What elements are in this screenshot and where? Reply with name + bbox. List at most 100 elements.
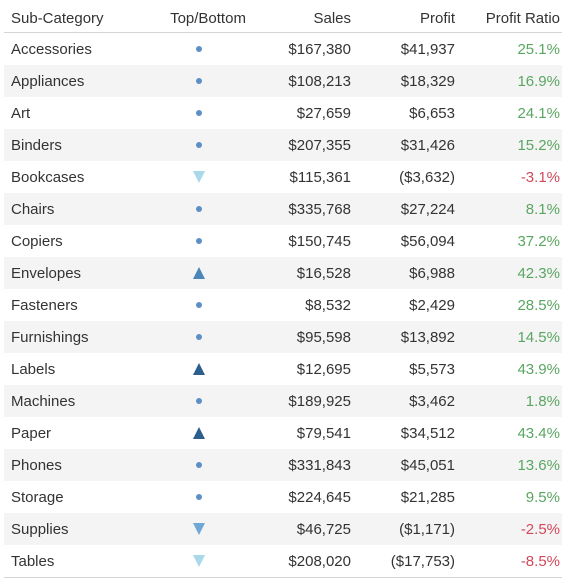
sales-cell: $335,768 bbox=[288, 200, 351, 218]
subcategory-cell: Art bbox=[11, 104, 31, 122]
table-row[interactable]: Phones $331,843 $45,051 13.6% bbox=[4, 449, 562, 481]
dot-icon bbox=[196, 302, 202, 308]
table-row[interactable]: Fasteners $8,532 $2,429 28.5% bbox=[4, 289, 562, 321]
topbottom-cell bbox=[149, 142, 249, 148]
table-row[interactable]: Accessories $167,380 $41,937 25.1% bbox=[4, 33, 562, 65]
profit-cell: $6,988 bbox=[409, 264, 455, 282]
dot-icon bbox=[196, 398, 202, 404]
triangle-up-mid-icon bbox=[193, 267, 205, 279]
table-row[interactable]: Art $27,659 $6,653 24.1% bbox=[4, 97, 562, 129]
topbottom-cell bbox=[149, 110, 249, 116]
subcategory-cell: Supplies bbox=[11, 520, 69, 538]
subcategory-cell: Furnishings bbox=[11, 328, 89, 346]
profit-ratio-cell: 43.4% bbox=[517, 424, 560, 442]
sales-cell: $46,725 bbox=[296, 520, 351, 538]
profit-ratio-cell: 16.9% bbox=[517, 72, 560, 90]
subcategory-cell: Storage bbox=[11, 488, 64, 506]
subcategory-cell: Tables bbox=[11, 552, 55, 570]
subcategory-cell: Paper bbox=[11, 424, 52, 442]
table-row[interactable]: Chairs $335,768 $27,224 8.1% bbox=[4, 193, 562, 225]
triangle-down-light-icon bbox=[193, 555, 205, 567]
table-row[interactable]: Copiers $150,745 $56,094 37.2% bbox=[4, 225, 562, 257]
sales-cell: $115,361 bbox=[289, 168, 351, 186]
dot-icon bbox=[196, 462, 202, 468]
topbottom-cell bbox=[149, 238, 249, 244]
profit-ratio-cell: -2.5% bbox=[520, 520, 560, 538]
dot-icon bbox=[196, 238, 202, 244]
header-subcategory[interactable]: Sub-Category bbox=[11, 10, 104, 27]
table-row[interactable]: Supplies $46,725 ($1,171) -2.5% bbox=[4, 513, 562, 545]
subcategory-cell: Envelopes bbox=[11, 264, 82, 282]
profit-cell: $56,094 bbox=[400, 232, 455, 250]
profit-cell: $34,512 bbox=[400, 424, 455, 442]
sales-cell: $207,355 bbox=[288, 136, 351, 154]
table-row[interactable]: Storage $224,645 $21,285 9.5% bbox=[4, 481, 562, 513]
table-header: Sub-Category Top/Bottom Sales Profit Pro… bbox=[4, 0, 562, 33]
subcategory-cell: Chairs bbox=[11, 200, 55, 218]
subcategory-cell: Appliances bbox=[11, 72, 85, 90]
table-row[interactable]: Machines $189,925 $3,462 1.8% bbox=[4, 385, 562, 417]
profit-ratio-cell: 42.3% bbox=[517, 264, 560, 282]
profit-ratio-cell: 9.5% bbox=[525, 488, 560, 506]
topbottom-cell bbox=[149, 363, 249, 375]
profit-cell: $31,426 bbox=[400, 136, 455, 154]
header-sales[interactable]: Sales bbox=[313, 10, 351, 27]
profit-cell: $27,224 bbox=[400, 200, 455, 218]
sales-cell: $27,659 bbox=[296, 104, 351, 122]
topbottom-cell bbox=[149, 523, 249, 535]
profit-cell: $18,329 bbox=[400, 72, 455, 90]
profit-ratio-cell: 37.2% bbox=[517, 232, 560, 250]
sales-cell: $79,541 bbox=[296, 424, 351, 442]
table-body: Accessories $167,380 $41,937 25.1% Appliance… bbox=[4, 33, 562, 577]
sales-cell: $95,598 bbox=[296, 328, 351, 346]
data-table: Sub-Category Top/Bottom Sales Profit Pro… bbox=[4, 0, 562, 578]
table-row[interactable]: Labels $12,695 $5,573 43.9% bbox=[4, 353, 562, 385]
sales-cell: $331,843 bbox=[288, 456, 351, 474]
subcategory-cell: Machines bbox=[11, 392, 76, 410]
table-row[interactable]: Furnishings $95,598 $13,892 14.5% bbox=[4, 321, 562, 353]
profit-cell: $5,573 bbox=[409, 360, 455, 378]
dot-icon bbox=[196, 142, 202, 148]
subcategory-cell: Binders bbox=[11, 136, 62, 154]
table-row[interactable]: Paper $79,541 $34,512 43.4% bbox=[4, 417, 562, 449]
profit-ratio-cell: 24.1% bbox=[517, 104, 560, 122]
topbottom-cell bbox=[149, 171, 249, 183]
sales-cell: $224,645 bbox=[288, 488, 351, 506]
sales-cell: $150,745 bbox=[288, 232, 351, 250]
topbottom-cell bbox=[149, 555, 249, 567]
dot-icon bbox=[196, 46, 202, 52]
sales-cell: $167,380 bbox=[288, 40, 351, 58]
sales-cell: $108,213 bbox=[288, 72, 351, 90]
header-topbottom[interactable]: Top/Bottom bbox=[170, 10, 246, 27]
profit-ratio-cell: 25.1% bbox=[517, 40, 560, 58]
profit-cell: $13,892 bbox=[400, 328, 455, 346]
profit-ratio-cell: 15.2% bbox=[517, 136, 560, 154]
dot-icon bbox=[196, 206, 202, 212]
table-row[interactable]: Tables $208,020 ($17,753) -8.5% bbox=[4, 545, 562, 577]
table-row[interactable]: Binders $207,355 $31,426 15.2% bbox=[4, 129, 562, 161]
dot-icon bbox=[196, 110, 202, 116]
topbottom-cell bbox=[149, 494, 249, 500]
subcategory-cell: Accessories bbox=[11, 40, 92, 58]
topbottom-cell bbox=[149, 427, 249, 439]
sales-cell: $16,528 bbox=[296, 264, 351, 282]
table-row[interactable]: Bookcases $115,361 ($3,632) -3.1% bbox=[4, 161, 562, 193]
subcategory-cell: Copiers bbox=[11, 232, 63, 250]
profit-ratio-cell: 13.6% bbox=[517, 456, 560, 474]
header-profit-ratio[interactable]: Profit Ratio bbox=[485, 10, 560, 27]
topbottom-cell bbox=[149, 462, 249, 468]
header-profit[interactable]: Profit bbox=[419, 10, 455, 27]
sales-cell: $8,532 bbox=[305, 296, 351, 314]
profit-ratio-cell: 1.8% bbox=[525, 392, 560, 410]
topbottom-cell bbox=[149, 334, 249, 340]
table-bottom-divider bbox=[4, 577, 562, 578]
profit-ratio-cell: 28.5% bbox=[517, 296, 560, 314]
sales-cell: $12,695 bbox=[296, 360, 351, 378]
subcategory-cell: Labels bbox=[11, 360, 56, 378]
profit-cell: $45,051 bbox=[400, 456, 455, 474]
profit-cell: ($1,171) bbox=[399, 520, 455, 538]
table-row[interactable]: Appliances $108,213 $18,329 16.9% bbox=[4, 65, 562, 97]
table-row[interactable]: Envelopes $16,528 $6,988 42.3% bbox=[4, 257, 562, 289]
profit-cell: ($17,753) bbox=[390, 552, 455, 570]
dot-icon bbox=[196, 334, 202, 340]
